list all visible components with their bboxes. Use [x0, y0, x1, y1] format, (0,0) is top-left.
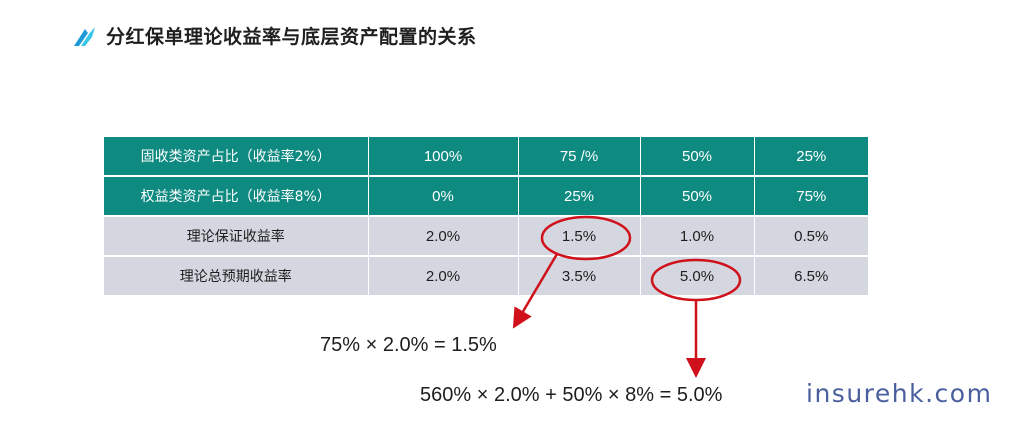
table-row-fixed-income: 固收类资产占比（收益率2%） 100% 75 /% 50% 25%	[104, 137, 868, 177]
arrow-to-formula-1	[512, 253, 559, 329]
table-cell: 25%	[518, 176, 641, 217]
formula-expected: 560% × 2.0% + 50% × 8% = 5.0%	[420, 384, 723, 406]
row-label: 固收类资产占比（收益率2%）	[104, 137, 369, 177]
table-row-guaranteed-return: 理论保证收益率 2.0% 1.5% 1.0% 0.5%	[104, 216, 868, 257]
table-cell: 50%	[640, 176, 755, 217]
table-cell: 75 /%	[518, 137, 641, 177]
table-cell: 1.0%	[640, 216, 755, 257]
page-title: 分红保单理论收益率与底层资产配置的关系	[106, 26, 477, 48]
table-cell: 50%	[640, 137, 755, 177]
row-label: 理论总预期收益率	[104, 256, 369, 297]
table-cell: 75%	[754, 176, 868, 217]
table-row-equity: 权益类资产占比（收益率8%） 0% 25% 50% 75%	[104, 176, 868, 217]
row-label: 权益类资产占比（收益率8%）	[104, 176, 369, 217]
table-cell: 0.5%	[754, 216, 868, 257]
table-cell: 25%	[754, 137, 868, 177]
table-cell: 2.0%	[368, 256, 519, 297]
watermark: insurehk.com	[806, 379, 993, 408]
table-row-expected-return: 理论总预期收益率 2.0% 3.5% 5.0% 6.5%	[104, 256, 868, 297]
row-label: 理论保证收益率	[104, 216, 369, 257]
table-cell: 2.0%	[368, 216, 519, 257]
table-cell: 100%	[368, 137, 519, 177]
table-cell: 6.5%	[754, 256, 868, 297]
table-cell: 5.0%	[640, 256, 755, 297]
allocation-table: 固收类资产占比（收益率2%） 100% 75 /% 50% 25% 权益类资产占…	[104, 137, 868, 297]
brand-logo-icon	[74, 27, 95, 46]
highlight-circle-guaranteed	[540, 215, 632, 261]
table-cell: 3.5%	[518, 256, 641, 297]
formula-guaranteed: 75% × 2.0% = 1.5%	[320, 334, 497, 356]
table-cell: 0%	[368, 176, 519, 217]
highlight-circle-expected	[650, 258, 742, 302]
